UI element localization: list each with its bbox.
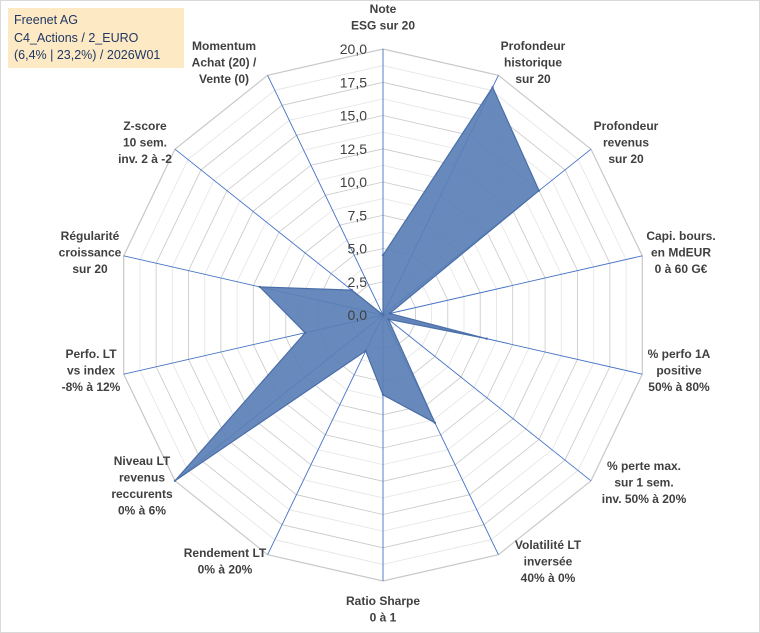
axis-label-line: Rendement LT bbox=[184, 546, 267, 560]
tick-label: 2,5 bbox=[348, 274, 368, 290]
axis-label-line: inv. 50% à 20% bbox=[602, 492, 687, 506]
data-point bbox=[388, 312, 391, 315]
axis-label-line: sur 20 bbox=[72, 262, 108, 276]
axis-label-layer: Note ESG sur 20 Profondeur historique sur 20… bbox=[59, 2, 716, 625]
data-point bbox=[364, 349, 367, 353]
chart-title-line-3: (6,4% | 23,2%) / 2026W01 bbox=[14, 48, 161, 62]
axis-label-line: Profondeur bbox=[594, 119, 659, 133]
axis-label: Rendement LT 0% à 20% bbox=[184, 546, 267, 577]
axis-label-line: Note bbox=[370, 2, 397, 16]
axis-label-line: Vente (0) bbox=[199, 72, 249, 86]
data-point bbox=[491, 86, 494, 89]
axis-label-line: Profondeur bbox=[501, 39, 566, 53]
axis-spoke bbox=[267, 314, 384, 555]
tick-label: 15,0 bbox=[340, 108, 367, 124]
axis-label-line: reccurents bbox=[111, 487, 173, 501]
axis-label: Z-score 10 sem. inv. 2 à -2 bbox=[118, 119, 172, 166]
axis-label-line: Ratio Sharpe bbox=[346, 594, 420, 608]
axis-label-line: sur 20 bbox=[515, 72, 551, 86]
axis-label-line: Perfo. LT bbox=[65, 347, 117, 361]
axis-label-line: % perte max. bbox=[607, 459, 681, 473]
axis-label-line: historique bbox=[504, 56, 562, 70]
axis-label-line: Niveau LT bbox=[114, 454, 171, 468]
data-point bbox=[433, 421, 437, 424]
chart-title-line-1: Freenet AG bbox=[14, 13, 78, 27]
axis-label-line: croissance bbox=[59, 246, 122, 260]
data-point bbox=[350, 288, 353, 292]
axis-label-line: revenus bbox=[119, 471, 165, 485]
axis-label-line: sur 20 bbox=[608, 152, 644, 166]
axis-spoke bbox=[174, 148, 384, 316]
axis-label-line: -8% à 12% bbox=[62, 380, 121, 394]
axis-label-line: % perfo 1A bbox=[648, 347, 711, 361]
tick-label: 7,5 bbox=[348, 207, 368, 223]
axis-label-line: vs index bbox=[67, 364, 115, 378]
tick-label: 20,0 bbox=[340, 41, 367, 57]
axis-label-line: Z-score bbox=[123, 119, 167, 133]
axis-label-line: sur 1 sem. bbox=[614, 476, 673, 490]
tick-label: 12,5 bbox=[340, 141, 367, 157]
axis-label-line: 0% à 20% bbox=[198, 563, 253, 577]
axis-label-line: Momentum bbox=[192, 39, 256, 53]
axis-label-line: 0 à 1 bbox=[370, 611, 397, 625]
axis-label-line: en MdEUR bbox=[651, 246, 711, 260]
axis-label: Régularité croissance sur 20 bbox=[59, 229, 122, 276]
axis-label: Capi. bours. en MdEUR 0 à 60 G€ bbox=[646, 229, 715, 276]
axis-label-line: inversée bbox=[524, 555, 573, 569]
axis-label-line: revenus bbox=[603, 136, 649, 150]
data-point bbox=[537, 189, 541, 192]
axis-label-line: Capi. bours. bbox=[646, 229, 715, 243]
data-point bbox=[387, 317, 390, 321]
axis-label: Niveau LT revenus reccurents 0% à 6% bbox=[111, 454, 173, 518]
axis-label-line: Volatilité LT bbox=[515, 538, 582, 552]
tick-label: 5,0 bbox=[348, 241, 368, 257]
data-point bbox=[258, 285, 261, 289]
data-point bbox=[304, 331, 307, 334]
axis-label: % perfo 1A positive 50% à 80% bbox=[648, 347, 711, 394]
axis-label: Ratio Sharpe 0 à 1 bbox=[346, 594, 420, 625]
tick-label: 17,5 bbox=[340, 74, 367, 90]
axis-label: Perfo. LT vs index -8% à 12% bbox=[62, 347, 121, 394]
axis-label-line: 50% à 80% bbox=[648, 380, 710, 394]
series-layer bbox=[173, 86, 541, 482]
data-point bbox=[381, 313, 385, 317]
axis-label-line: 10 sem. bbox=[123, 136, 167, 150]
axis-label-line: positive bbox=[656, 364, 702, 378]
axis-label: Profondeur revenus sur 20 bbox=[594, 119, 659, 166]
axis-label-line: 0 à 60 G€ bbox=[655, 262, 708, 276]
data-point bbox=[381, 393, 385, 396]
axis-label-line: inv. 2 à -2 bbox=[118, 152, 172, 166]
tick-label: 0,0 bbox=[348, 307, 368, 323]
chart-title-line-2: C4_Actions / 2_EURO bbox=[14, 30, 139, 45]
axis-label-line: ESG sur 20 bbox=[351, 19, 415, 33]
axis-spoke bbox=[382, 255, 643, 316]
data-point bbox=[173, 479, 177, 482]
axis-spoke bbox=[267, 75, 384, 316]
axis-label-line: Achat (20) / bbox=[192, 56, 257, 70]
axis-label: Profondeur historique sur 20 bbox=[501, 39, 566, 86]
axis-label-line: Régularité bbox=[61, 229, 120, 243]
chart-title-box: Freenet AG C4_Actions / 2_EURO (6,4% | 2… bbox=[8, 8, 184, 68]
axis-label: Note ESG sur 20 bbox=[351, 2, 415, 33]
tick-label: 10,0 bbox=[340, 174, 367, 190]
axis-label-line: 0% à 6% bbox=[118, 504, 166, 518]
tick-layer: 0,0 2,5 5,0 7,5 10,0 12,5 15,0 17,5 20,0 bbox=[340, 41, 367, 323]
axis-label: Momentum Achat (20) / Vente (0) bbox=[192, 39, 257, 86]
data-point bbox=[485, 337, 488, 340]
axis-label-line: 40% à 0% bbox=[521, 571, 576, 585]
axis-label: Volatilité LT inversée 40% à 0% bbox=[515, 538, 582, 585]
data-point bbox=[381, 254, 385, 257]
axis-spoke bbox=[382, 314, 592, 482]
axis-label: % perte max. sur 1 sem. inv. 50% à 20% bbox=[602, 459, 687, 506]
